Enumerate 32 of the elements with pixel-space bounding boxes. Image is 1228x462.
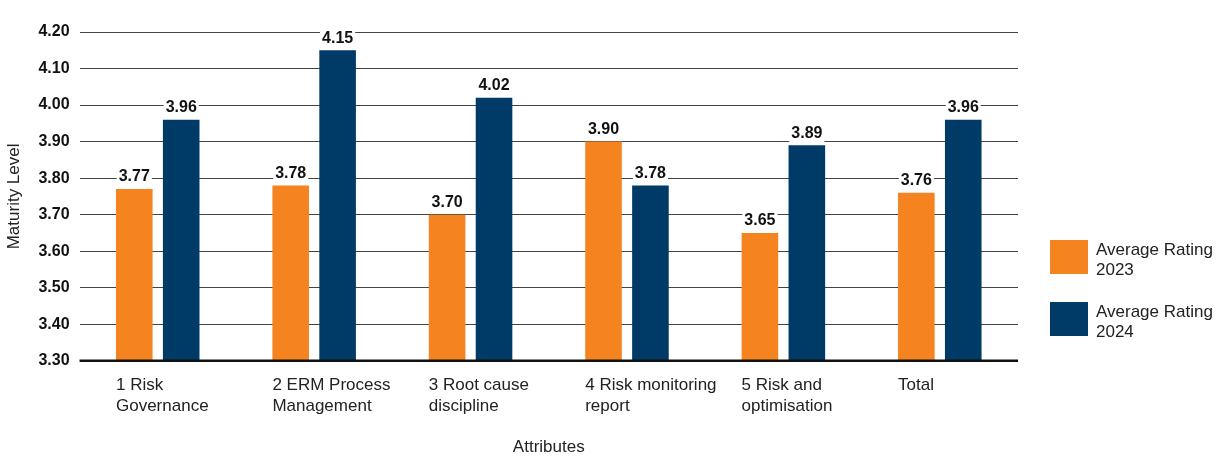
data-label: 3.70 — [431, 193, 463, 211]
y-tick-label: 3.80 — [38, 168, 70, 186]
x-tick-label: 3 Root cause discipline — [428, 374, 529, 415]
y-tick-label: 3.90 — [38, 132, 70, 150]
x-tick-label: 5 Risk and optimisation — [741, 374, 833, 415]
data-label: 3.96 — [947, 98, 979, 116]
x-tick-label: Total — [898, 374, 934, 394]
data-label: 4.15 — [322, 28, 354, 46]
x-tick-label: 1 Risk Governance — [115, 374, 209, 415]
y-tick-label: 3.40 — [38, 314, 70, 332]
legend-label: Average Rating 2024 — [1096, 302, 1214, 342]
data-label: 3.96 — [165, 98, 197, 116]
data-label: 3.90 — [587, 120, 620, 138]
data-label: 3.77 — [118, 167, 150, 185]
data-label: 3.78 — [275, 163, 307, 181]
data-label: 3.76 — [900, 171, 933, 189]
data-label: 3.89 — [791, 123, 823, 141]
data-label: 3.65 — [744, 211, 776, 229]
y-tick-label: 3.70 — [38, 205, 70, 223]
y-tick-label: 3.50 — [38, 278, 70, 296]
y-tick-label: 4.20 — [38, 22, 70, 40]
y-tick-label: 4.00 — [38, 95, 70, 113]
x-tick-label: 2 ERM Process Management — [272, 374, 391, 415]
legend-label: Average Rating 2023 — [1096, 240, 1214, 280]
y-axis-title: Maturity Level — [3, 143, 23, 250]
y-tick-label: 3.30 — [38, 351, 70, 369]
x-axis-title: Attributes — [512, 437, 585, 457]
y-tick-label: 4.10 — [38, 58, 70, 76]
data-label: 4.02 — [478, 76, 510, 94]
data-label: 3.78 — [634, 163, 667, 181]
x-tick-label: 4 Risk monitoring report — [585, 374, 717, 415]
y-tick-label: 3.60 — [38, 241, 70, 259]
